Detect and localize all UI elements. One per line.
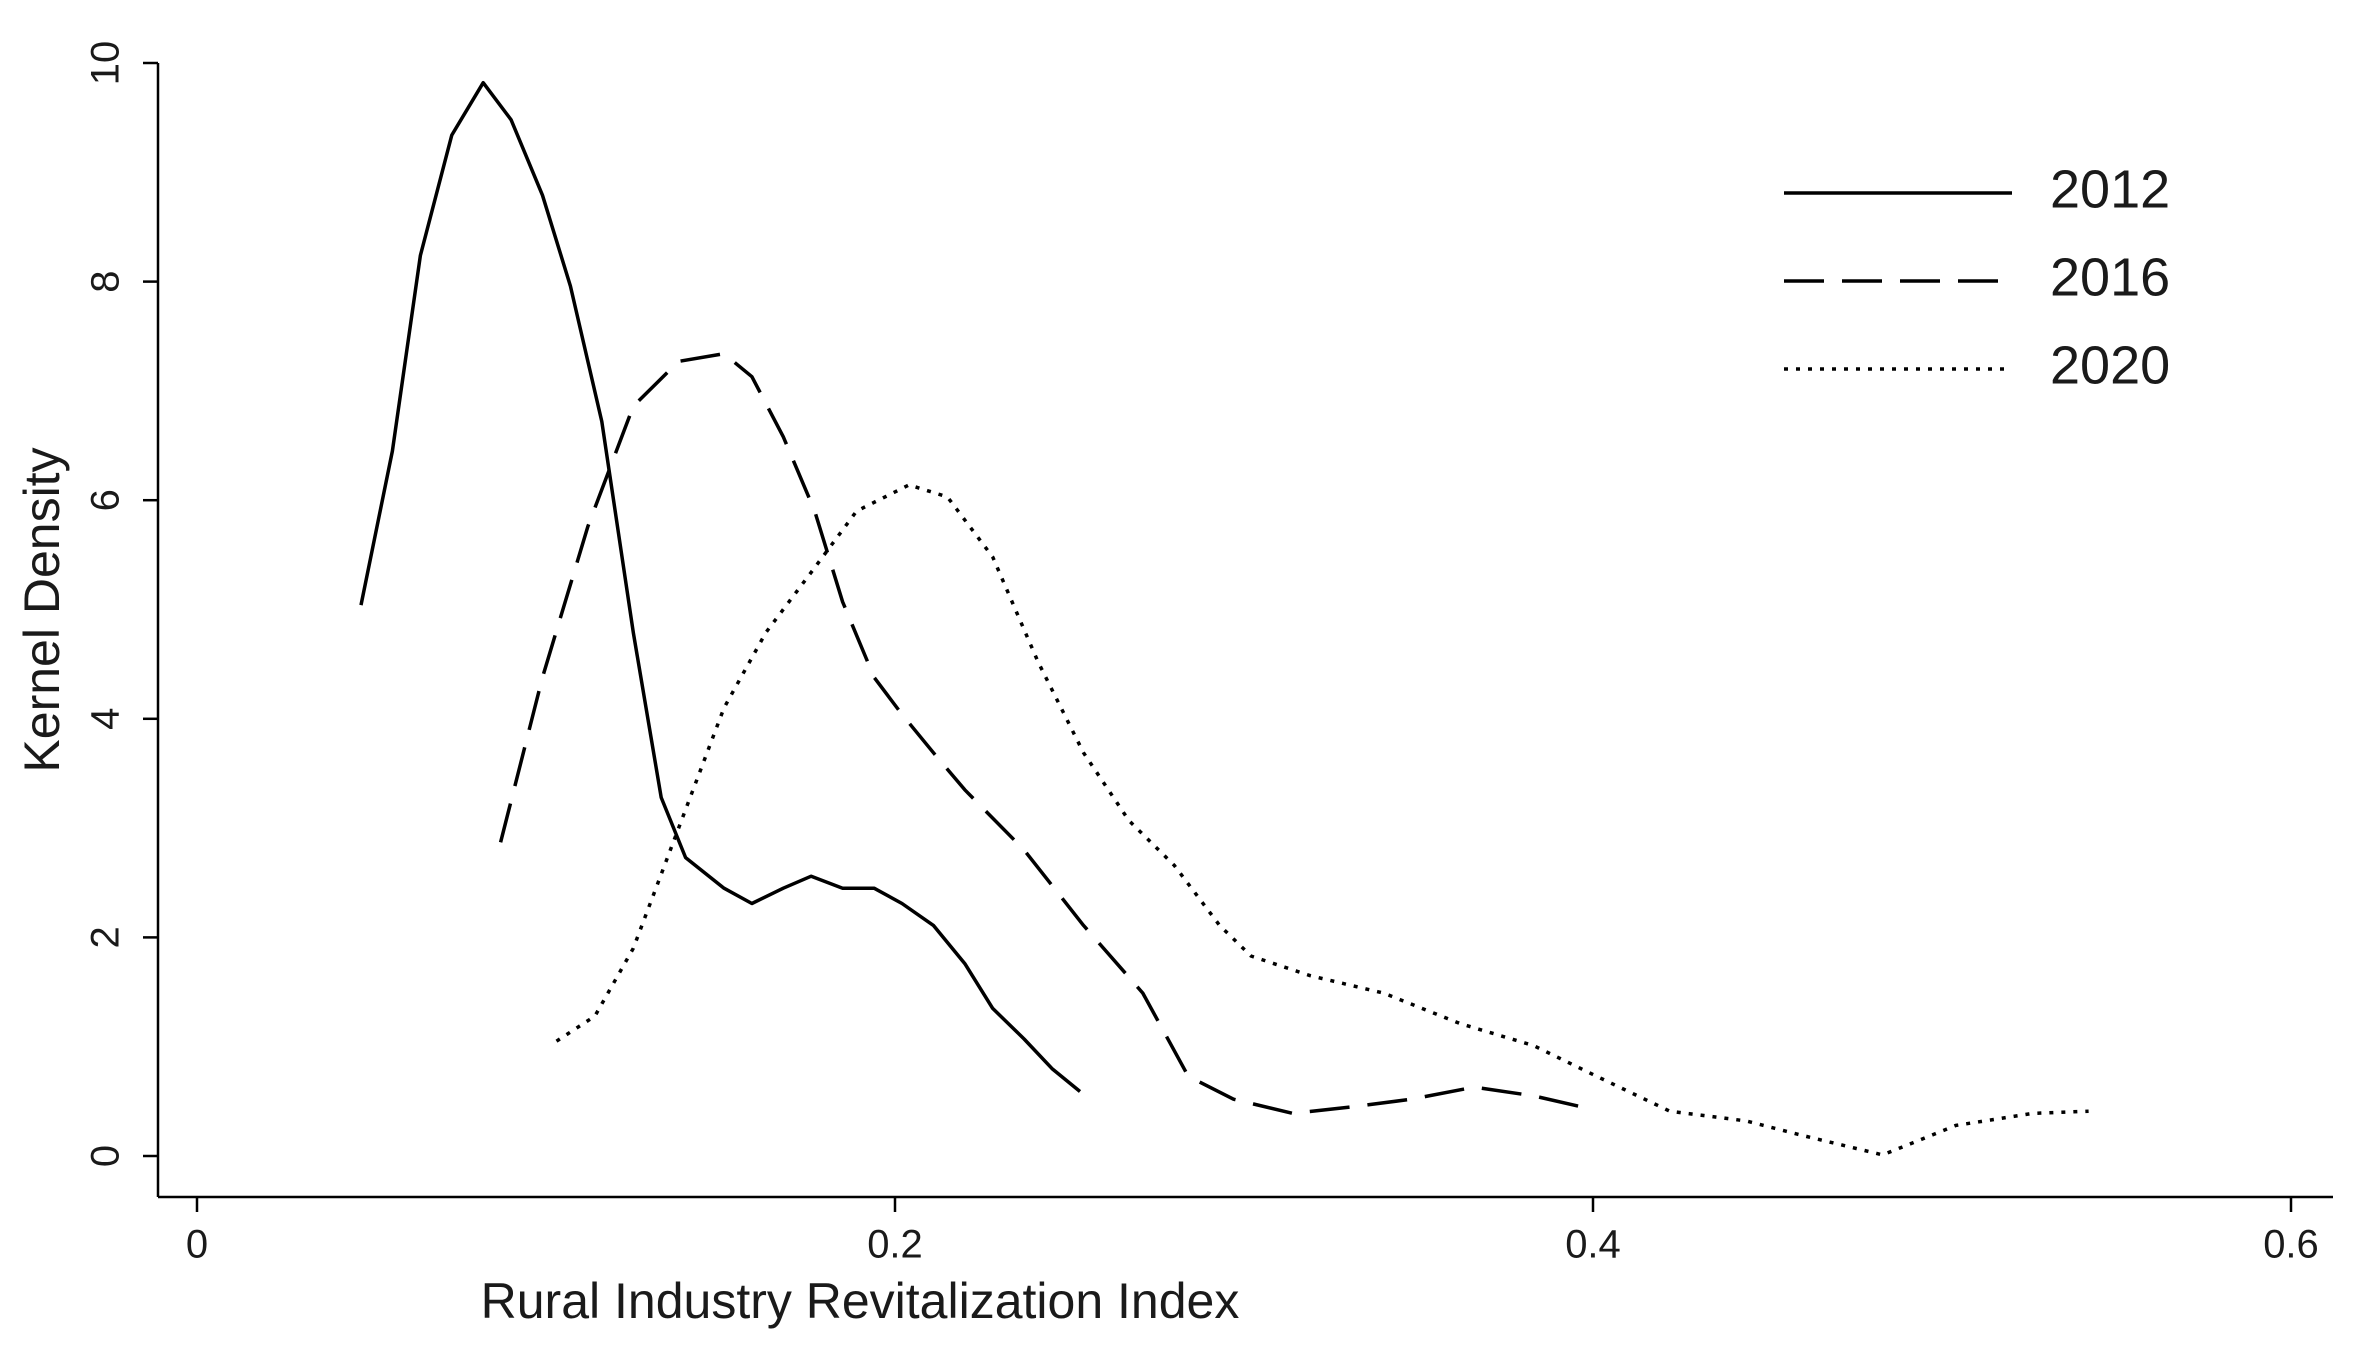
x-tick-label: 0.2 [867,1223,923,1267]
legend-label: 2012 [2050,159,2170,219]
density-line [498,351,1587,1116]
y-tick-label: 0 [84,1145,128,1167]
y-tick-label: 4 [84,708,128,730]
x-axis-title: Rural Industry Revitalization Index [481,1273,1240,1329]
x-tick-label: 0 [186,1223,208,1267]
x-tick-label: 0.4 [1565,1223,1621,1267]
legend-label: 2016 [2050,247,2170,307]
y-tick-label: 6 [84,489,128,511]
density-line [555,483,2089,1157]
x-tick-label: 0.6 [2263,1223,2319,1267]
y-axis-title: Kernel Density [14,447,70,772]
legend-label: 2020 [2050,335,2170,395]
y-tick-label: 10 [84,41,128,86]
density-line [359,80,1082,1093]
y-tick-label: 2 [84,926,128,948]
y-tick-label: 8 [84,270,128,292]
